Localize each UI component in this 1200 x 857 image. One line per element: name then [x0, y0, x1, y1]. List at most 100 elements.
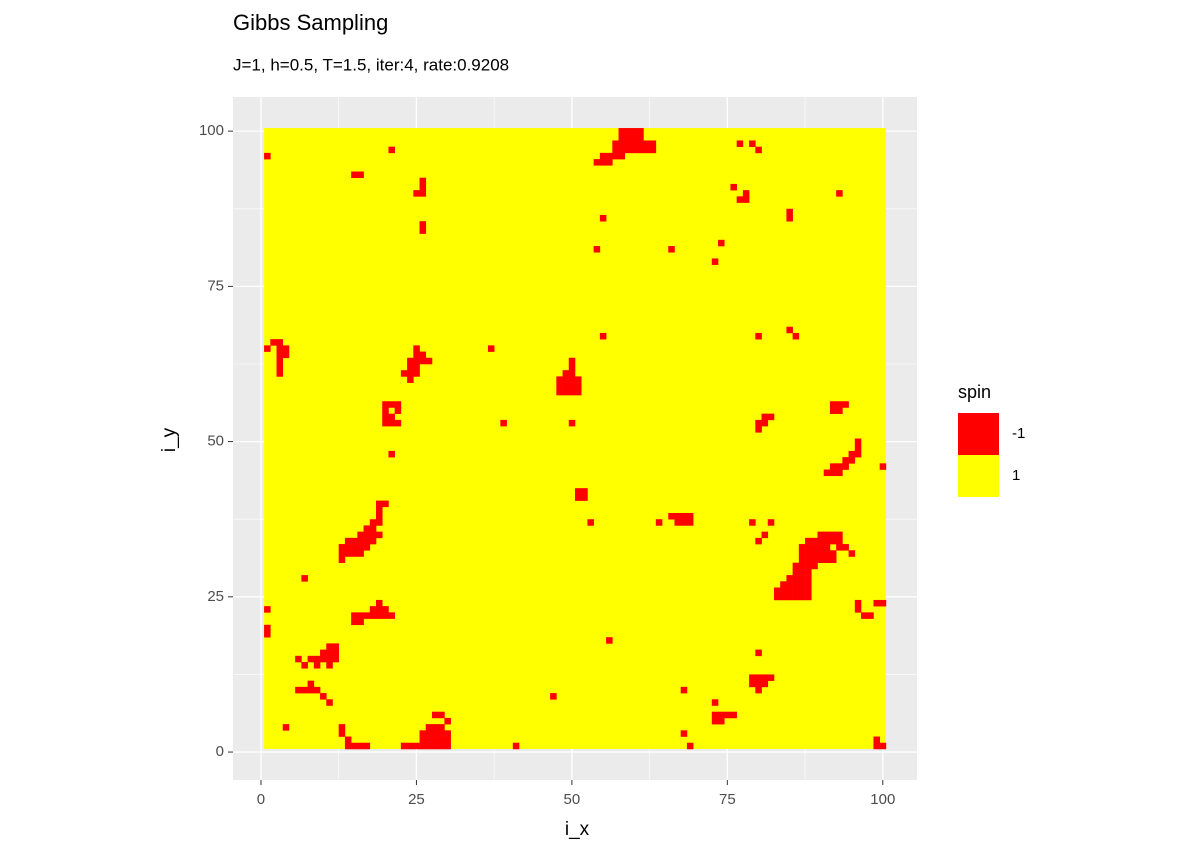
cell — [749, 674, 756, 681]
cell — [332, 643, 340, 650]
cell — [798, 562, 806, 570]
cell — [320, 655, 327, 663]
cell — [823, 556, 831, 563]
cell — [680, 519, 688, 526]
cell — [382, 413, 389, 421]
cell — [805, 550, 812, 557]
cell — [301, 662, 308, 669]
x-axis-title: i_x — [565, 819, 590, 840]
cell — [394, 407, 402, 414]
cell — [879, 463, 887, 470]
legend-label: 1 — [1012, 467, 1020, 484]
cell — [805, 581, 812, 588]
cell — [320, 693, 327, 700]
cell — [419, 190, 427, 197]
cell — [823, 544, 831, 551]
cell — [562, 388, 570, 396]
cell — [369, 525, 377, 532]
cell — [655, 519, 663, 526]
cell — [643, 146, 650, 154]
x-tick-label: 100 — [870, 791, 895, 808]
cell — [363, 531, 371, 539]
cell — [357, 531, 364, 539]
cell — [351, 550, 358, 557]
cell — [848, 457, 856, 464]
cell — [773, 587, 781, 595]
cell — [363, 525, 371, 532]
cell — [438, 742, 445, 750]
cell — [780, 593, 787, 601]
cell — [637, 140, 644, 147]
cell — [307, 680, 315, 688]
cell — [805, 537, 812, 545]
cell — [805, 562, 812, 570]
cell — [879, 599, 887, 607]
cell — [805, 544, 812, 551]
cell — [736, 140, 744, 147]
cell — [711, 711, 719, 719]
cell — [357, 612, 364, 619]
cell — [786, 575, 793, 582]
cell — [811, 544, 818, 551]
cell — [637, 128, 644, 135]
cell — [444, 717, 451, 725]
cell — [438, 736, 445, 744]
cell — [755, 419, 762, 427]
cell — [618, 152, 626, 160]
cell — [668, 513, 675, 520]
cell — [369, 531, 377, 539]
cell — [357, 537, 364, 545]
cell — [326, 699, 333, 706]
cell — [755, 332, 762, 340]
cell — [326, 655, 333, 663]
cell — [419, 221, 427, 228]
cell — [730, 183, 737, 191]
cell — [817, 544, 825, 551]
cell — [854, 438, 862, 446]
cell — [419, 177, 427, 185]
cell — [419, 183, 427, 191]
cell — [624, 140, 632, 147]
cell — [755, 146, 762, 154]
cell — [444, 736, 451, 744]
cell — [618, 128, 626, 135]
cell — [419, 730, 427, 737]
cell — [376, 599, 383, 607]
cell — [805, 587, 812, 595]
cell — [357, 550, 364, 557]
y-tick-label: 0 — [216, 743, 224, 760]
cell — [606, 637, 613, 644]
cell — [842, 544, 849, 551]
cell — [624, 146, 632, 154]
cell — [817, 556, 825, 563]
cell — [407, 376, 414, 383]
cell — [686, 513, 694, 520]
cell — [363, 612, 371, 619]
cell — [630, 134, 638, 141]
cell — [761, 674, 769, 681]
cell — [388, 146, 395, 154]
cell — [786, 587, 793, 595]
cell — [854, 444, 862, 452]
cell — [419, 736, 427, 744]
cell — [425, 742, 433, 750]
cell — [742, 196, 750, 203]
cell — [357, 171, 364, 179]
cell — [618, 134, 626, 141]
cell — [276, 357, 284, 365]
cell — [581, 494, 588, 501]
cell — [295, 686, 302, 694]
cell — [568, 357, 576, 365]
cell — [568, 388, 576, 396]
cell — [829, 401, 837, 408]
cell — [780, 587, 787, 595]
cell — [332, 655, 340, 663]
cell — [879, 742, 887, 750]
cell — [388, 401, 395, 408]
cell — [848, 550, 856, 557]
cell — [568, 419, 576, 427]
cell — [761, 680, 769, 688]
cell — [407, 370, 414, 377]
cell — [276, 345, 284, 352]
cell — [425, 724, 433, 731]
